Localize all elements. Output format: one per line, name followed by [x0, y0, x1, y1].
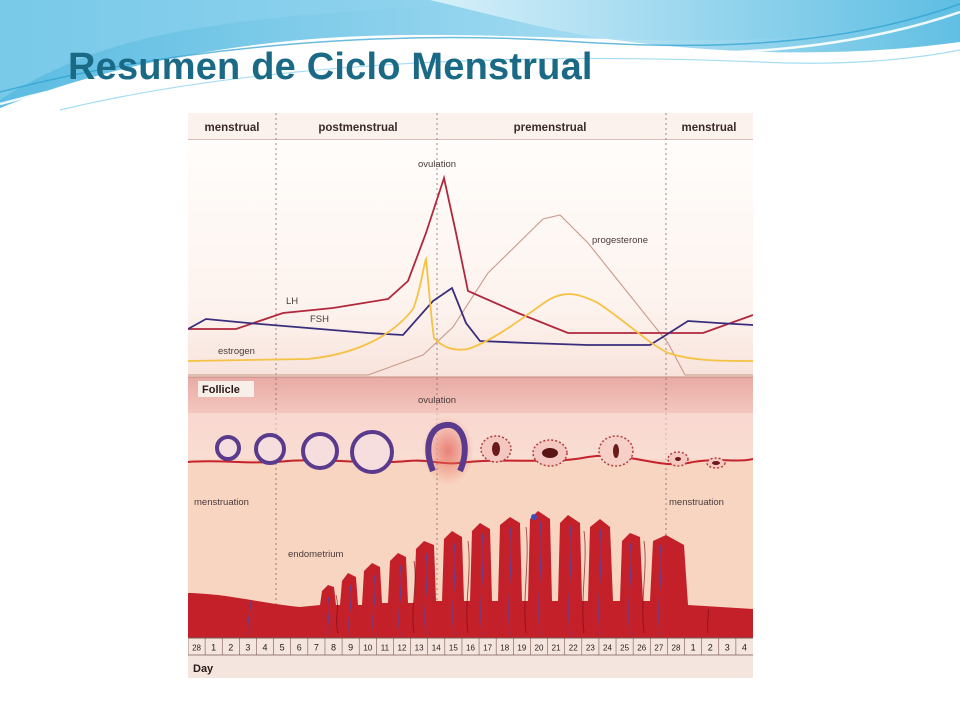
menstrual-cycle-diagram: menstrual postmenstrual premenstrual men… [188, 113, 753, 678]
day-tick-label: 28 [672, 644, 681, 653]
day-tick-label: 17 [483, 644, 492, 653]
day-tick-label: 5 [280, 643, 285, 653]
endometrium-label: endometrium [288, 549, 344, 560]
corpus-luteum [480, 435, 726, 469]
phase-header-band [188, 113, 753, 140]
day-tick-label: 18 [500, 644, 509, 653]
follicle-1 [215, 435, 241, 461]
blood-vessels [247, 520, 662, 636]
hormone-panel [188, 140, 753, 377]
day-tick-label: 3 [725, 643, 730, 653]
embryo-dot [531, 514, 537, 520]
phase-label-menstrual-end: menstrual [682, 122, 737, 134]
phase-labels: menstrual postmenstrual premenstrual men… [205, 122, 737, 134]
day-tick-label: 2 [708, 643, 713, 653]
fsh-curve [188, 286, 753, 346]
day-tick-label: 24 [603, 644, 612, 653]
day-tick-label: 8 [331, 643, 336, 653]
fsh-label: FSH [310, 314, 329, 325]
follicle-label-box [198, 381, 254, 397]
day-tick-label: 6 [297, 643, 302, 653]
phase-label-postmenstrual: postmenstrual [318, 122, 397, 134]
day-tick-label: 7 [314, 643, 319, 653]
follicles [215, 421, 468, 474]
day-tick-label: 25 [620, 644, 629, 653]
day-tick-label: 4 [742, 643, 747, 653]
follicle-4 [350, 430, 394, 474]
day-axis-label: Day [193, 663, 214, 675]
ovulation-ovary-label: ovulation [418, 395, 456, 406]
phase-label-menstrual-start: menstrual [205, 122, 260, 134]
day-tick-label: 20 [535, 644, 544, 653]
follicle-2 [254, 433, 286, 465]
day-tick-label: 3 [245, 643, 250, 653]
day-tick-label: 1 [211, 643, 216, 653]
day-tick-label: 4 [263, 643, 268, 653]
day-tick-label: 1 [691, 643, 696, 653]
day-tick-label: 14 [432, 644, 441, 653]
day-tick-label: 2 [228, 643, 233, 653]
follicle-3 [301, 432, 339, 470]
slide-decoration-waves [0, 0, 960, 111]
day-axis-band [188, 638, 753, 678]
day-tick-label: 9 [348, 643, 353, 653]
day-tick-label: 21 [552, 644, 561, 653]
progesterone-label: progesterone [592, 235, 648, 246]
day-tick-label: 27 [654, 644, 663, 653]
phase-label-premenstrual: premenstrual [514, 122, 587, 134]
day-tick-label: 28 [192, 644, 201, 653]
day-tick-label: 23 [586, 644, 595, 653]
ovulation-hormone-label: ovulation [418, 159, 456, 170]
day-axis-cells: 28 1 2 3 4 5 6 7 8 9 10 11 12 13 14 15 16 17 18 19 20 21 22 23 2… [188, 638, 747, 655]
progesterone-curve [188, 214, 753, 376]
day-tick-label: 19 [517, 644, 526, 653]
estrogen-label: estrogen [218, 346, 255, 357]
follicle-label: Follicle [202, 384, 240, 396]
estrogen-curve [188, 255, 753, 362]
menstruation-label-right: menstruation [669, 497, 724, 508]
lh-label: LH [286, 296, 298, 307]
lh-curve [188, 174, 753, 334]
day-tick-label: 12 [398, 644, 407, 653]
day-tick-label: 15 [449, 644, 458, 653]
day-tick-label: 11 [381, 644, 390, 653]
menstruation-label-left: menstruation [194, 497, 249, 508]
follicle-rupture [425, 421, 468, 473]
endometrial-glands [335, 526, 710, 634]
day-tick-label: 10 [363, 644, 372, 653]
slide-title: Resumen de Ciclo Menstrual [68, 46, 593, 88]
day-tick-label: 16 [466, 644, 475, 653]
day-tick-label: 22 [569, 644, 578, 653]
day-tick-label: 26 [637, 644, 646, 653]
day-tick-label: 13 [415, 644, 424, 653]
